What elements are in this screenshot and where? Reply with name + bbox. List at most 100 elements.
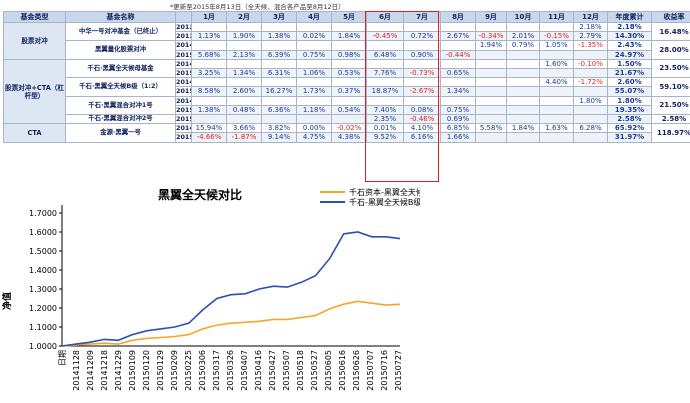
month-value-cell bbox=[296, 114, 332, 125]
month-value-cell: 1.38% bbox=[261, 31, 297, 42]
month-value-cell bbox=[261, 21, 297, 33]
header-cell: 3月 bbox=[261, 11, 297, 23]
month-value-cell bbox=[573, 132, 608, 143]
month-value-cell bbox=[440, 95, 476, 106]
category-cell: CTA bbox=[3, 123, 66, 143]
month-value-cell bbox=[331, 21, 367, 33]
table-row: CTA金源·黑翼一号201415.94%3.66%3.82%0.00%-0.02… bbox=[3, 123, 690, 143]
ytd-total-cell: 1.50% bbox=[607, 58, 652, 70]
month-value-cell: 1.18% bbox=[296, 104, 332, 116]
x-tick-label: 20150626 bbox=[352, 350, 361, 391]
month-value-cell bbox=[403, 77, 441, 88]
month-value-cell: 0.98% bbox=[331, 49, 367, 60]
month-value-cell: 7.40% bbox=[366, 104, 404, 116]
header-cell: 11月 bbox=[539, 11, 574, 23]
month-value-cell bbox=[331, 114, 367, 125]
month-value-cell: 1.34% bbox=[440, 86, 476, 97]
year-cell: 2014 bbox=[175, 95, 192, 106]
month-value-cell: -0.02% bbox=[331, 123, 367, 134]
x-tick-label: 20150225 bbox=[184, 350, 193, 391]
month-value-cell bbox=[296, 40, 332, 51]
month-value-cell: 0.69% bbox=[440, 114, 476, 125]
header-cell bbox=[175, 11, 192, 23]
x-tick-label: 20150518 bbox=[296, 350, 305, 391]
month-value-cell bbox=[440, 40, 476, 51]
month-value-cell: 16.27% bbox=[261, 86, 297, 97]
fund-name-cell: 黑翼量化股票对冲 bbox=[65, 40, 176, 60]
return-cell: 23.50% bbox=[651, 58, 690, 79]
table-header-row: 基金类型 基金名称 1月 2月 3月 4月 5月 6月 7月 8月 9月 10月 11月 12月 年度累计收… bbox=[3, 11, 690, 23]
x-tick-label: 20150507 bbox=[282, 350, 291, 391]
month-value-cell bbox=[506, 49, 540, 60]
fund-name-cell: 中华一号对冲基金（已终止） bbox=[65, 21, 176, 42]
month-value-cell bbox=[191, 77, 227, 88]
month-value-cell: 0.75% bbox=[296, 49, 332, 60]
month-value-cell: 2.01% bbox=[506, 31, 540, 42]
table-row: 20151.38%0.48%6.36%1.18%0.54%7.40%0.08%0… bbox=[4, 104, 690, 116]
month-value-cell bbox=[506, 21, 540, 33]
month-value-cell bbox=[261, 40, 297, 51]
y-tick-label: 1.1000 bbox=[29, 323, 57, 332]
month-value-cell bbox=[261, 58, 297, 70]
month-value-cell: -0.15% bbox=[539, 31, 574, 42]
table-row: 千石·黑翼全天候B级（1:2）20144.40%-1.72%2.60%59.10… bbox=[4, 77, 690, 97]
year-cell: 2015 bbox=[175, 49, 192, 60]
month-value-cell: 4.40% bbox=[539, 77, 574, 88]
month-value-cell bbox=[403, 21, 441, 33]
month-value-cell: 9.52% bbox=[366, 132, 404, 143]
ytd-total-cell: 2.18% bbox=[607, 21, 652, 33]
header-cell: 2月 bbox=[226, 11, 262, 23]
month-value-cell bbox=[475, 68, 507, 79]
header-cell: 基金名称 bbox=[65, 11, 176, 23]
y-tick-label: 1.7000 bbox=[29, 209, 57, 218]
month-value-cell: -0.46% bbox=[403, 114, 441, 125]
month-value-cell bbox=[506, 86, 540, 97]
header-cell: 1月 bbox=[191, 11, 227, 23]
month-value-cell: -0.45% bbox=[366, 31, 404, 42]
month-value-cell bbox=[226, 95, 262, 106]
month-value-cell: 1.05% bbox=[539, 40, 574, 51]
month-value-cell: 1.84% bbox=[331, 31, 367, 42]
return-cell: 21.50% bbox=[651, 95, 690, 116]
header-cell: 10月 bbox=[506, 11, 540, 23]
legend-label: 千石-黑翼全天候B级 bbox=[349, 197, 420, 207]
month-value-cell bbox=[403, 58, 441, 70]
x-tick-label: 20150416 bbox=[254, 350, 263, 391]
x-tick-label: 20150306 bbox=[198, 350, 207, 391]
month-value-cell bbox=[573, 104, 608, 116]
return-cell: 16.48% bbox=[651, 21, 690, 42]
month-value-cell bbox=[440, 58, 476, 70]
month-value-cell bbox=[261, 114, 297, 125]
header-cell: 年度累计 bbox=[607, 11, 652, 23]
ytd-total-cell: 2.43% bbox=[607, 40, 652, 51]
chart-title: 黑翼全天候对比 bbox=[158, 187, 242, 202]
month-value-cell: 0.79% bbox=[506, 40, 540, 51]
month-value-cell: 0.72% bbox=[403, 31, 441, 42]
header-cell: 5月 bbox=[331, 11, 367, 23]
month-value-cell bbox=[366, 21, 404, 33]
month-value-cell bbox=[475, 21, 507, 33]
x-tick-label: 20150605 bbox=[324, 350, 333, 391]
month-value-cell bbox=[475, 58, 507, 70]
y-tick-label: 1.6000 bbox=[29, 228, 57, 237]
month-value-cell bbox=[475, 132, 507, 143]
table-row: 2015-4.66%-1.87%9.14%4.75%4.38%9.52%6.16… bbox=[4, 132, 690, 143]
month-value-cell: -4.66% bbox=[191, 132, 227, 143]
month-value-cell: -0.73% bbox=[403, 68, 441, 79]
month-value-cell: 3.66% bbox=[226, 123, 262, 134]
y-tick-label: 1.5000 bbox=[29, 247, 57, 256]
month-value-cell bbox=[191, 58, 227, 70]
month-value-cell: 1.34% bbox=[226, 68, 262, 79]
month-value-cell bbox=[475, 77, 507, 88]
update-note: *更新至2015年8月13日（全天候、混合各产品至8月12日） bbox=[170, 3, 345, 11]
month-value-cell bbox=[191, 21, 227, 33]
month-value-cell: 7.76% bbox=[366, 68, 404, 79]
month-value-cell bbox=[475, 104, 507, 116]
header-cell: 基金类型 bbox=[3, 11, 66, 23]
x-tick-label: 20150427 bbox=[268, 350, 277, 391]
month-value-cell: 1.60% bbox=[539, 58, 574, 70]
table-row: 20158.58%2.60%16.27%1.73%0.37%18.87%-2.6… bbox=[4, 86, 690, 97]
month-value-cell bbox=[226, 58, 262, 70]
ytd-total-cell: 2.60% bbox=[607, 77, 652, 88]
month-value-cell bbox=[573, 86, 608, 97]
